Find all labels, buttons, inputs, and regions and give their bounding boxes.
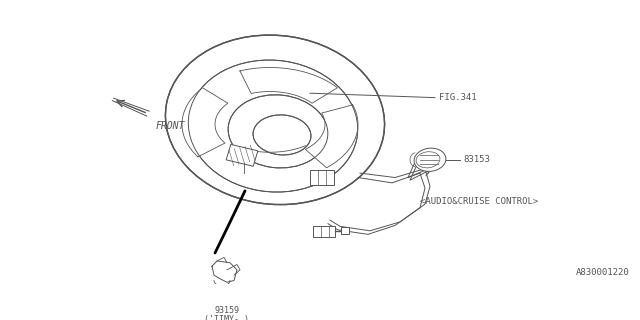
Ellipse shape xyxy=(416,152,440,168)
Bar xyxy=(313,226,335,237)
Text: A830001220: A830001220 xyxy=(576,268,630,277)
Polygon shape xyxy=(305,105,358,168)
Text: FRONT: FRONT xyxy=(156,121,186,131)
Text: 93159: 93159 xyxy=(214,306,239,315)
Polygon shape xyxy=(240,68,337,103)
Ellipse shape xyxy=(414,148,446,172)
Ellipse shape xyxy=(228,95,328,168)
Text: FIG.341: FIG.341 xyxy=(439,93,477,102)
Ellipse shape xyxy=(188,60,358,192)
Bar xyxy=(310,171,334,185)
Bar xyxy=(341,227,349,234)
Ellipse shape xyxy=(165,35,385,204)
Text: ('IIMY- ): ('IIMY- ) xyxy=(205,315,250,320)
Text: 83153: 83153 xyxy=(463,155,490,164)
Ellipse shape xyxy=(253,115,311,155)
Polygon shape xyxy=(182,88,228,157)
Text: <AUDIO&CRUISE CONTROL>: <AUDIO&CRUISE CONTROL> xyxy=(420,197,538,206)
Bar xyxy=(226,144,258,166)
